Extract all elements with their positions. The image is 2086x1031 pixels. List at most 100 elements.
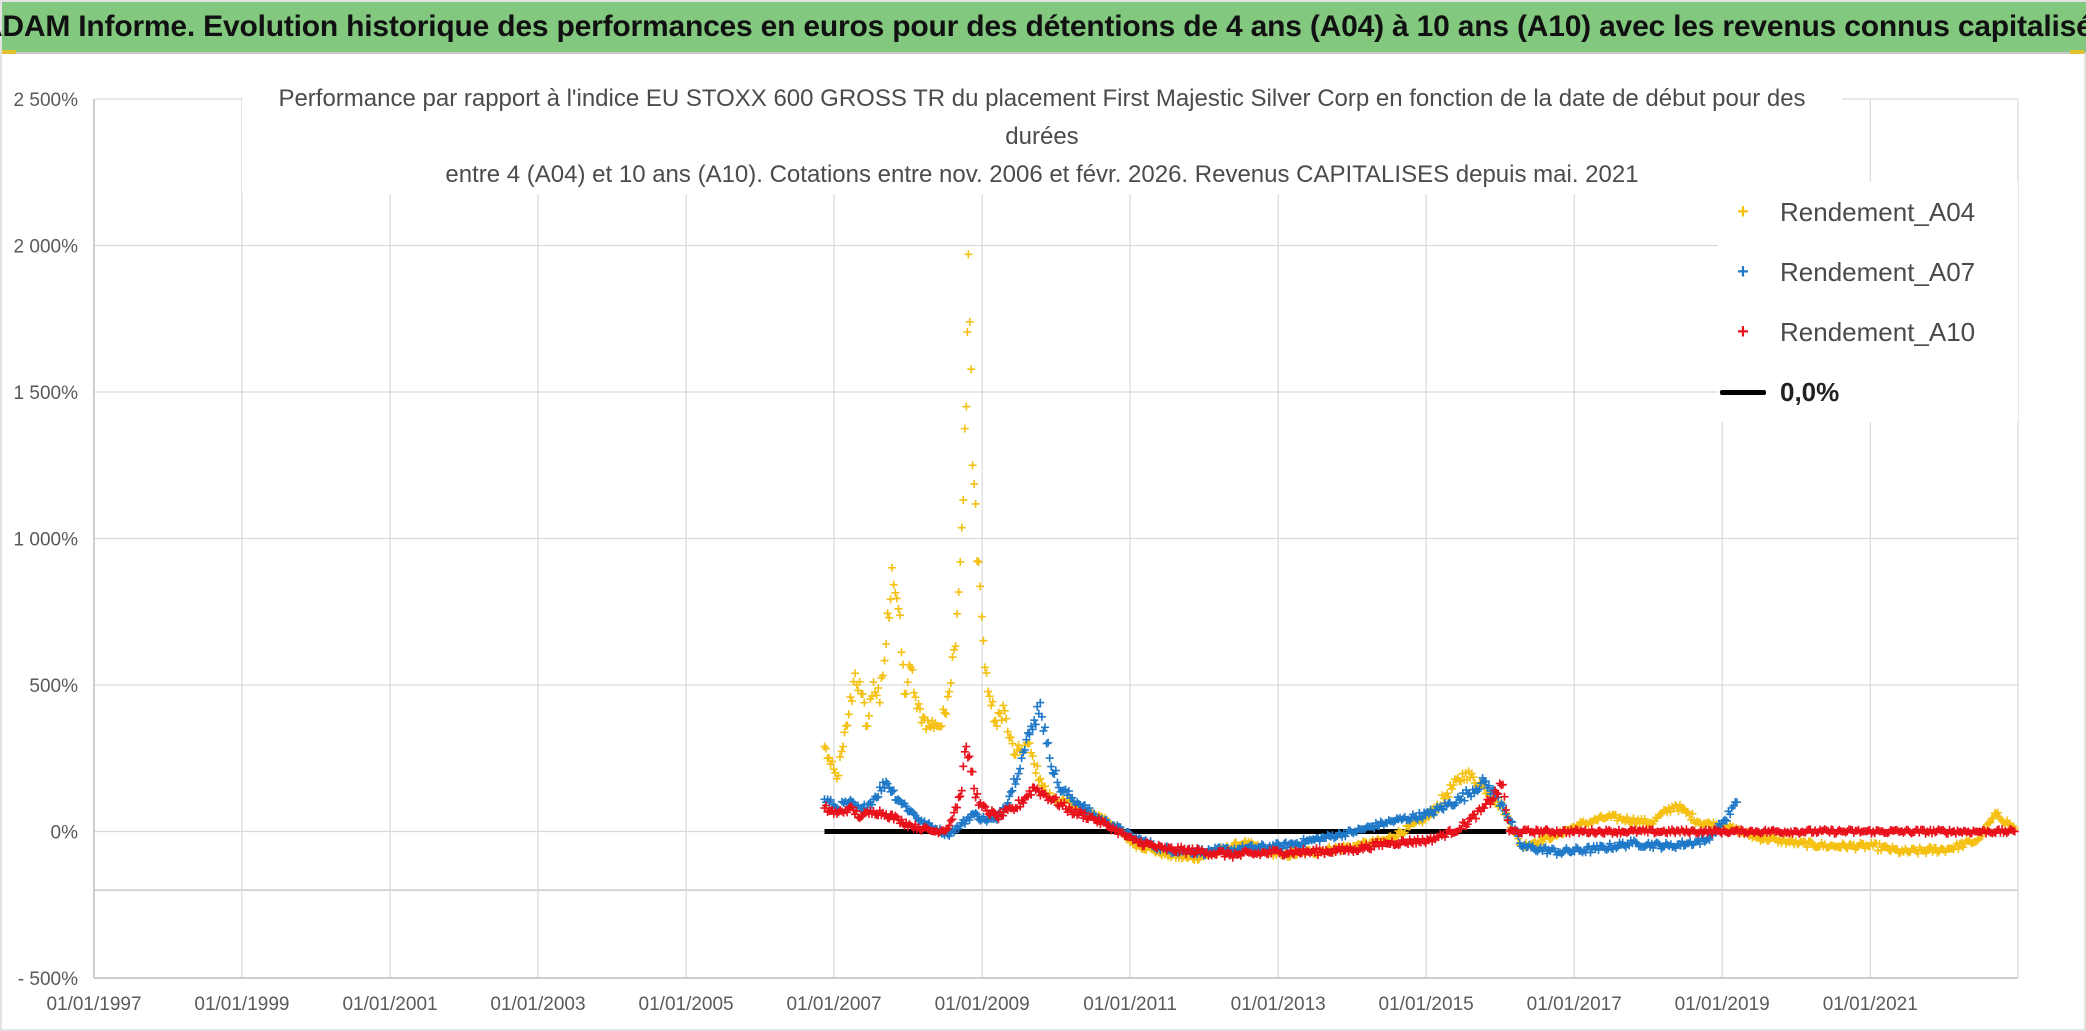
- scatter-mark-a04: [971, 499, 980, 508]
- scatter-mark-a04: [891, 588, 900, 597]
- scatter-mark-a10: [940, 827, 949, 836]
- scatter-mark-a10: [1136, 837, 1145, 846]
- scatter-mark-a07: [1013, 775, 1022, 784]
- scatter-mark-a04: [984, 687, 993, 696]
- scatter-mark-a04: [997, 716, 1006, 725]
- data-point-a07: [1036, 698, 1045, 707]
- y-tick-label: - 500%: [18, 969, 78, 990]
- scatter-mark-a10: [1019, 798, 1028, 807]
- chart-title-line-3: entre 4 (A04) et 10 ans (A10). Cotations…: [445, 161, 1639, 188]
- scatter-mark-a07: [1080, 801, 1089, 810]
- scatter-mark-a10: [999, 811, 1008, 820]
- scatter-mark-a07: [1045, 754, 1054, 763]
- scatter-mark-a04: [965, 317, 974, 326]
- data-point-a04: [844, 710, 853, 719]
- legend-marker-a10: +: [1737, 320, 1749, 343]
- scatter-mark-a07: [1515, 839, 1524, 848]
- scatter-mark-a04: [908, 665, 917, 674]
- legend-label-a07: Rendement_A07: [1780, 256, 1976, 287]
- legend-label-a10: Rendement_A10: [1780, 316, 1976, 347]
- x-tick-label: 01/01/2005: [639, 994, 734, 1015]
- scatter-mark-a10: [1063, 808, 1072, 817]
- y-tick-label: 1 500%: [14, 383, 79, 404]
- scatter-mark-a04: [945, 687, 954, 696]
- scatter-mark-a04: [886, 595, 895, 604]
- x-tick-label: 01/01/2003: [490, 994, 585, 1015]
- scatter-mark-a07: [1341, 832, 1350, 841]
- scatter-mark-a04: [911, 693, 920, 702]
- data-point-a04: [882, 639, 891, 648]
- scatter-mark-a04: [1853, 843, 1862, 852]
- legend-marker-a04: +: [1737, 200, 1749, 223]
- scatter-mark-a04: [1449, 781, 1458, 790]
- scatter-mark-a04: [860, 698, 869, 707]
- scatter-mark-a04: [828, 757, 837, 766]
- scatter-mark-a07: [1418, 814, 1427, 823]
- scatter-mark-a04: [840, 728, 849, 737]
- scatter-mark-a04: [843, 721, 852, 730]
- scatter-mark-a10: [852, 807, 861, 816]
- report-banner: ADAM Informe. Evolution historique des p…: [0, 2, 2086, 54]
- x-tick-label: 01/01/2007: [786, 994, 881, 1015]
- data-point-a04: [943, 692, 952, 701]
- scatter-mark-a10: [1486, 800, 1495, 809]
- data-point-a07: [1017, 754, 1026, 763]
- scatter-mark-a04: [822, 744, 831, 753]
- scatter-mark-a07: [1551, 847, 1560, 856]
- scatter-mark-a07: [1586, 848, 1595, 857]
- scatter-mark-a07: [885, 783, 894, 792]
- scatter-mark-a04: [1587, 818, 1596, 827]
- scatter-mark-a04: [1010, 750, 1019, 759]
- scatter-mark-a10: [1492, 789, 1501, 798]
- scatter-mark-a10: [970, 784, 979, 793]
- scatter-mark-a07: [1008, 786, 1017, 795]
- scatter-mark-a10: [957, 786, 966, 795]
- scatter-mark-a04: [892, 594, 901, 603]
- scatter-mark-a10: [1502, 805, 1511, 814]
- scatter-mark-a04: [835, 752, 844, 761]
- scatter-mark-a10: [1193, 844, 1202, 853]
- scatter-mark-a04: [847, 697, 856, 706]
- scatter-mark-a04: [985, 692, 994, 701]
- scatter-mark-a07: [949, 828, 958, 837]
- scatter-mark-a10: [1080, 809, 1089, 818]
- scatter-mark-a04: [883, 609, 892, 618]
- data-point-a04: [894, 604, 903, 613]
- scatter-mark-a04: [914, 699, 923, 708]
- scatter-mark-a04: [1679, 804, 1688, 813]
- scatter-mark-a10: [1073, 811, 1082, 820]
- scatter-mark-a04: [878, 671, 887, 680]
- scatter-mark-a07: [1044, 738, 1053, 747]
- scatter-mark-a10: [854, 813, 863, 822]
- scatter-mark-a07: [1658, 843, 1667, 852]
- x-tick-label: 01/01/1999: [194, 994, 289, 1015]
- scatter-mark-a04: [940, 708, 949, 717]
- scatter-mark-a07: [1014, 769, 1023, 778]
- scatter-mark-a10: [843, 808, 852, 817]
- scatter-mark-a07: [1041, 723, 1050, 732]
- scatter-mark-a04: [1959, 843, 1968, 852]
- scatter-mark-a07: [883, 779, 892, 788]
- data-point-a07: [1005, 792, 1014, 801]
- scatter-mark-a04: [954, 588, 963, 597]
- scatter-mark-a07: [874, 792, 883, 801]
- scatter-mark-a04: [1469, 773, 1478, 782]
- scatter-mark-a07: [1452, 799, 1461, 808]
- scatter-mark-a07: [1020, 745, 1029, 754]
- data-point-a04: [851, 669, 860, 678]
- scatter-mark-a04: [960, 424, 969, 433]
- scatter-mark-a10: [1494, 789, 1503, 798]
- scatter-mark-a04: [872, 691, 881, 700]
- scatter-mark-a04: [948, 653, 957, 662]
- scatter-mark-a04: [1688, 809, 1697, 818]
- scatter-mark-a04: [996, 709, 1005, 718]
- scatter-mark-a10: [1236, 851, 1245, 860]
- series-a10: [820, 742, 2019, 862]
- scatter-mark-a07: [965, 816, 974, 825]
- scatter-mark-a10: [1060, 798, 1069, 807]
- scatter-mark-a04: [1954, 844, 1963, 853]
- corner-mark-right: [2070, 50, 2084, 54]
- scatter-mark-a10: [1600, 829, 1609, 838]
- scatter-mark-a07: [1695, 840, 1704, 849]
